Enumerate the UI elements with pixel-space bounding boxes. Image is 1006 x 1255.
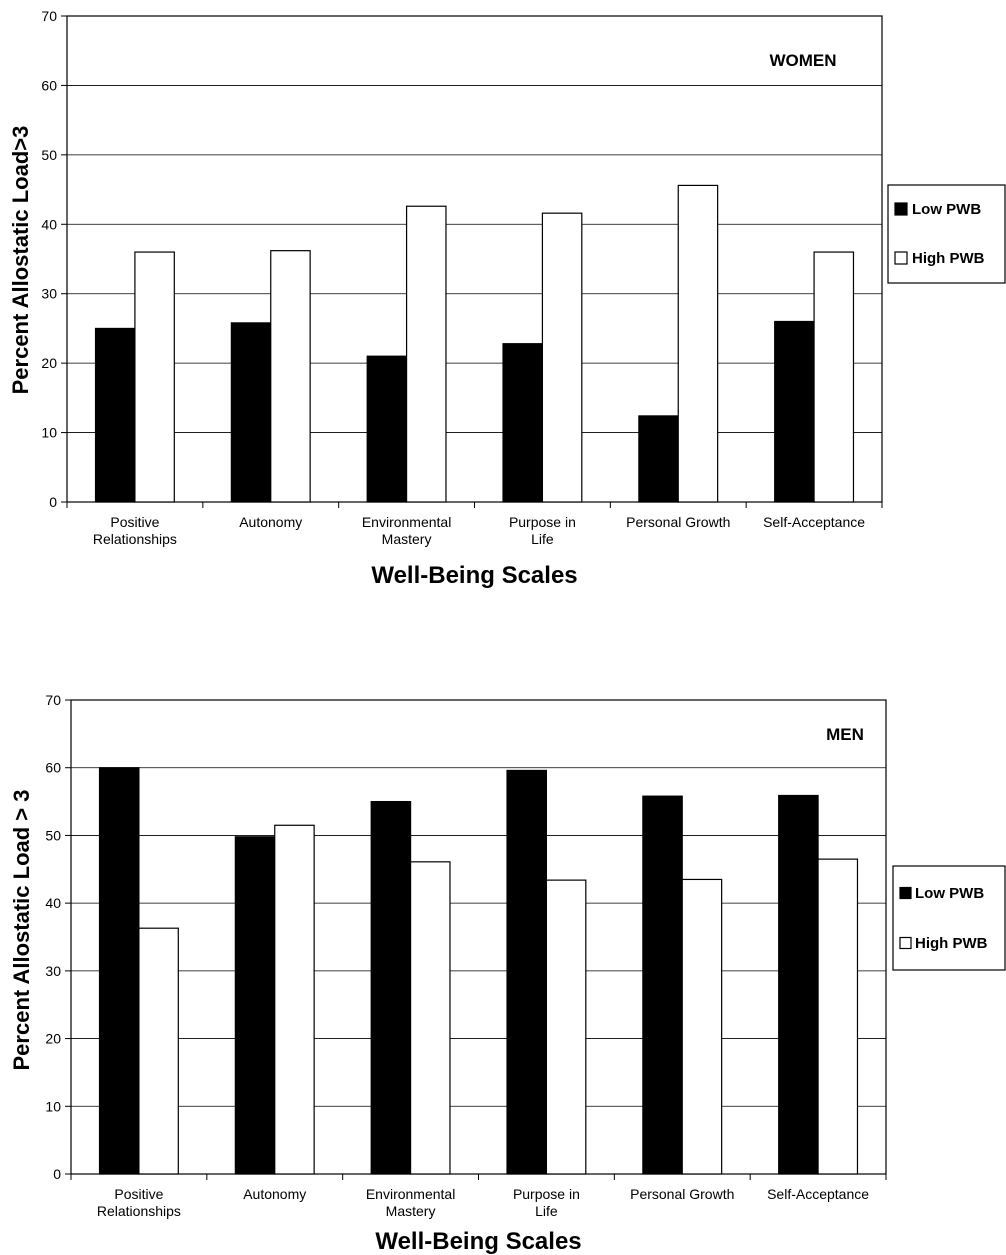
- bar-low-pwb: [98, 767, 140, 1175]
- x-category-label: Autonomy: [239, 514, 302, 530]
- x-category-label-line: Mastery: [386, 1203, 436, 1219]
- y-tick-label: 20: [45, 1031, 61, 1047]
- bar-low-pwb: [774, 320, 815, 503]
- x-category-label: Personal Growth: [626, 514, 730, 530]
- y-axis-title: Percent Allostatic Load>3: [8, 126, 33, 395]
- x-category-label-line: Relationships: [97, 1203, 181, 1219]
- x-category-label: Purpose in Life: [509, 514, 576, 547]
- legend-swatch: [894, 202, 908, 216]
- x-category-label-line: Autonomy: [243, 1186, 306, 1202]
- bar-low-pwb: [642, 795, 683, 1175]
- chart-panel-women: 0 10 20 30 40 50 60 70 Positive Relationships Auto…: [8, 8, 1006, 589]
- bar-high-pwb: [813, 251, 855, 503]
- legend-box: [892, 865, 1006, 971]
- bar-low-pwb: [502, 343, 544, 503]
- y-tick-label: 40: [41, 216, 57, 232]
- x-category-label-line: Positive: [114, 1186, 163, 1202]
- bar-low-pwb: [234, 836, 276, 1175]
- legend-swatch: [899, 886, 912, 900]
- x-category-label: Environmental Mastery: [366, 1186, 456, 1219]
- legend-label: Low PWB: [912, 201, 981, 218]
- y-tick-label: 10: [45, 1098, 61, 1114]
- x-category-label-line: Life: [535, 1203, 558, 1219]
- y-tick-label: 70: [45, 692, 61, 708]
- x-category-label-line: Positive: [110, 514, 159, 530]
- x-category-label-line: Self-Acceptance: [767, 1186, 869, 1202]
- y-tick-label: 30: [45, 963, 61, 979]
- y-tick-label: 50: [45, 827, 61, 843]
- bar-high-pwb: [270, 250, 311, 503]
- x-category-label-line: Relationships: [93, 531, 177, 547]
- x-category-label: Autonomy: [243, 1186, 306, 1202]
- bar-low-pwb: [370, 800, 412, 1175]
- y-tick-label: 70: [41, 8, 57, 24]
- x-category-label-line: Autonomy: [239, 514, 302, 530]
- legend-swatch: [899, 936, 912, 950]
- x-category-label: Purpose in Life: [513, 1186, 580, 1219]
- x-category-label-line: Personal Growth: [630, 1186, 734, 1202]
- y-tick-label: 50: [41, 147, 57, 163]
- x-category-label: Environmental Mastery: [362, 514, 452, 547]
- y-tick-label: 0: [53, 1166, 61, 1182]
- x-category-label-line: Environmental: [366, 1186, 456, 1202]
- y-tick-label: 20: [41, 355, 57, 371]
- x-axis-title: Well-Being Scales: [375, 1228, 581, 1255]
- x-category-label: Personal Growth: [630, 1186, 734, 1202]
- legend-label: High PWB: [912, 250, 985, 267]
- bar-high-pwb: [545, 879, 587, 1175]
- bar-low-pwb: [506, 769, 548, 1175]
- bar-high-pwb: [681, 878, 723, 1175]
- x-category-label-line: Environmental: [362, 514, 452, 530]
- x-category-label-line: Purpose in: [509, 514, 576, 530]
- legend-box: [887, 184, 1006, 284]
- x-category-label-line: Mastery: [382, 531, 432, 547]
- bar-high-pwb: [541, 212, 583, 503]
- chart-panel-men: 0 10 20 30 40 50 60 70 Positive Relationships Auto…: [9, 692, 1006, 1255]
- x-axis-title: Well-Being Scales: [371, 562, 577, 589]
- bar-high-pwb: [138, 927, 179, 1175]
- legend-swatch: [894, 251, 908, 265]
- y-tick-label: 40: [45, 895, 61, 911]
- legend: Low PWB High PWB: [887, 184, 1006, 284]
- x-category-label-line: Self-Acceptance: [763, 514, 865, 530]
- legend-label: Low PWB: [915, 885, 984, 902]
- legend: Low PWB High PWB: [892, 865, 1006, 971]
- x-category-label-line: Personal Growth: [626, 514, 730, 530]
- y-tick-label: 30: [41, 286, 57, 302]
- bar-high-pwb: [134, 251, 175, 503]
- x-category-label: Positive Relationships: [93, 514, 177, 547]
- plot-area: [70, 699, 887, 1175]
- x-category-label-line: Purpose in: [513, 1186, 580, 1202]
- y-tick-label: 60: [45, 760, 61, 776]
- bar-low-pwb: [230, 322, 272, 503]
- bar-high-pwb: [817, 858, 859, 1175]
- y-tick-label: 10: [41, 425, 57, 441]
- panel-label: MEN: [826, 725, 864, 744]
- x-category-label: Self-Acceptance: [767, 1186, 869, 1202]
- bar-high-pwb: [405, 205, 447, 503]
- y-tick-label: 60: [41, 77, 57, 93]
- bar-low-pwb: [638, 415, 679, 503]
- y-axis-title: Percent Allostatic Load > 3: [9, 790, 34, 1071]
- bar-high-pwb: [677, 184, 719, 503]
- legend-label: High PWB: [915, 935, 988, 952]
- x-category-label: Self-Acceptance: [763, 514, 865, 530]
- x-category-label-line: Life: [531, 531, 554, 547]
- panel-label: WOMEN: [769, 51, 836, 70]
- bar-low-pwb: [366, 355, 408, 503]
- x-category-label: Positive Relationships: [97, 1186, 181, 1219]
- y-tick-label: 0: [49, 494, 57, 510]
- bar-high-pwb: [409, 861, 451, 1175]
- plot-area: [66, 15, 883, 503]
- bar-low-pwb: [94, 327, 136, 503]
- bar-high-pwb: [274, 824, 315, 1175]
- bar-low-pwb: [778, 794, 819, 1175]
